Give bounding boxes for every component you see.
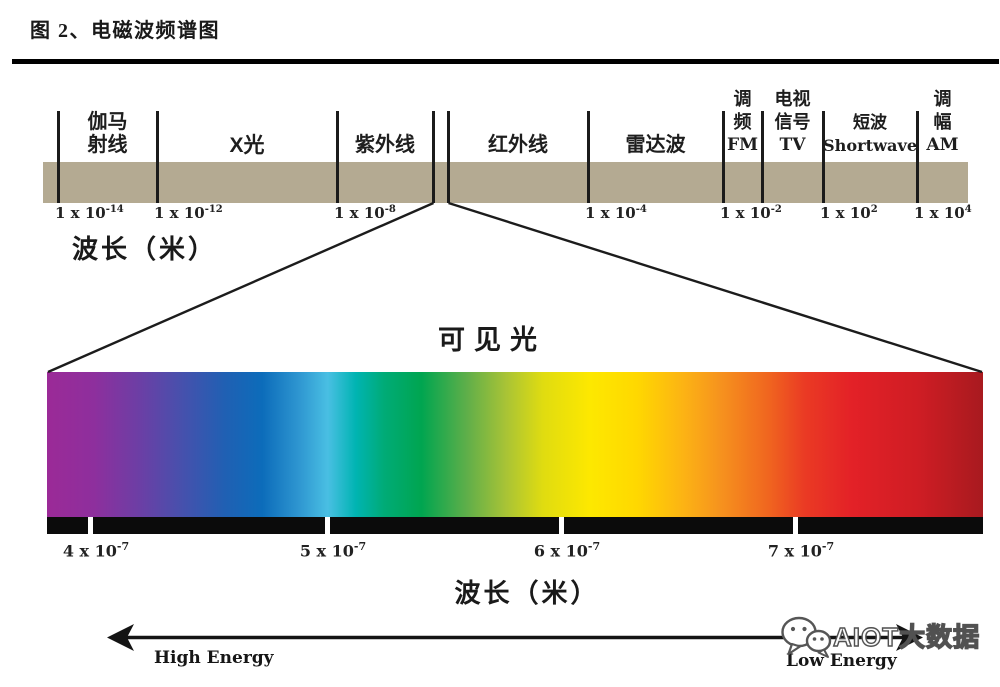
em-segment-label-shortwave: 短波 Shortwave (823, 111, 917, 157)
em-scale-label: 1 x 10-12 (154, 204, 223, 222)
em-segment-label-line: 信号 (774, 112, 811, 132)
em-segment-label-line: 雷达波 (625, 134, 686, 156)
em-segment-label-line: X光 (229, 134, 265, 157)
em-scale-label: 1 x 102 (820, 204, 878, 222)
em-band-tick (586, 111, 590, 203)
em-segment-label-line: 射线 (87, 134, 128, 156)
visible-scale-label: 7 x 10-7 (767, 540, 835, 561)
em-band-tick (446, 111, 450, 203)
em-band-tick (760, 111, 764, 203)
em-spectrum-band (43, 162, 968, 203)
high-energy-label: High Energy (154, 648, 274, 668)
visible-light-title: 可见光 (438, 325, 546, 355)
em-segment-label-line: 调 (733, 89, 752, 109)
visible-scale-label: 5 x 10-7 (299, 540, 367, 561)
wechat-icon (781, 616, 832, 658)
visible-scale-label: 4 x 10-7 (62, 540, 130, 561)
em-segment-label-line: FM (726, 135, 759, 155)
visible-scale-label: 6 x 10-7 (533, 540, 601, 561)
watermark-text: AIOT大数据 (832, 621, 981, 652)
figure-title: 图 2、电磁波频谱图 (30, 20, 220, 42)
title-rule (12, 59, 999, 64)
em-segment-label-line: AM (926, 135, 959, 155)
em-segment-label-line: 频 (733, 112, 752, 132)
em-segment-label-x-ray: X光 (157, 134, 337, 157)
em-segment-label-line: 伽马 (87, 111, 128, 133)
em-segment-label-line: Shortwave (823, 136, 918, 155)
em-band-tick (335, 111, 339, 203)
em-segment-label-gamma-ray: 伽马 射线 (58, 111, 157, 157)
visible-spectrum-scale-bar (47, 517, 983, 534)
visible-scale-tick-gap (87, 517, 93, 534)
visible-scale-tick-gap (792, 517, 798, 534)
em-band-tick (431, 111, 435, 203)
em-segment-label-line: 幅 (933, 112, 952, 132)
em-segment-label-line: 红外线 (488, 134, 548, 156)
em-scale-label: 1 x 10-4 (585, 204, 647, 222)
em-band-tick (155, 111, 159, 203)
em-band-tick (56, 111, 60, 203)
em-scale-label: 1 x 10-14 (55, 204, 124, 222)
em-segment-label-infrared: 红外线 (448, 134, 588, 157)
em-band-tick (821, 111, 825, 203)
em-band-tick (721, 111, 725, 203)
visible-scale-tick-gap (558, 517, 564, 534)
visible-scale-tick-gap (324, 517, 330, 534)
em-scale-label: 1 x 104 (914, 204, 972, 222)
em-segment-label-tv: 电视信号 TV (762, 88, 823, 157)
em-segment-label-line: 紫外线 (355, 134, 415, 156)
em-segment-label-line: 短波 (853, 113, 887, 132)
em-segment-label-am: 调幅 AM (917, 88, 968, 157)
arrowhead-left-icon (107, 624, 134, 651)
em-segment-label-line: 调 (933, 89, 952, 109)
em-segment-label-ultraviolet: 紫外线 (337, 134, 433, 157)
em-segment-label-line: 电视 (774, 89, 811, 109)
em-band-tick (915, 111, 919, 203)
em-segment-label-fm: 调频 FM (723, 88, 762, 157)
low-energy-label: Low Energy (786, 651, 897, 671)
em-scale-label: 1 x 10-8 (334, 204, 396, 222)
em-segment-label-line: TV (779, 135, 806, 155)
wavelength-axis-label-top: 波长（米） (72, 234, 218, 264)
em-segment-label-radar: 雷达波 (588, 134, 723, 157)
watermark: AIOT大数据 (779, 614, 980, 660)
wavelength-axis-label-bottom: 波长（米） (454, 578, 600, 608)
em-scale-label: 1 x 10-2 (720, 204, 782, 222)
visible-light-spectrum (47, 372, 983, 517)
